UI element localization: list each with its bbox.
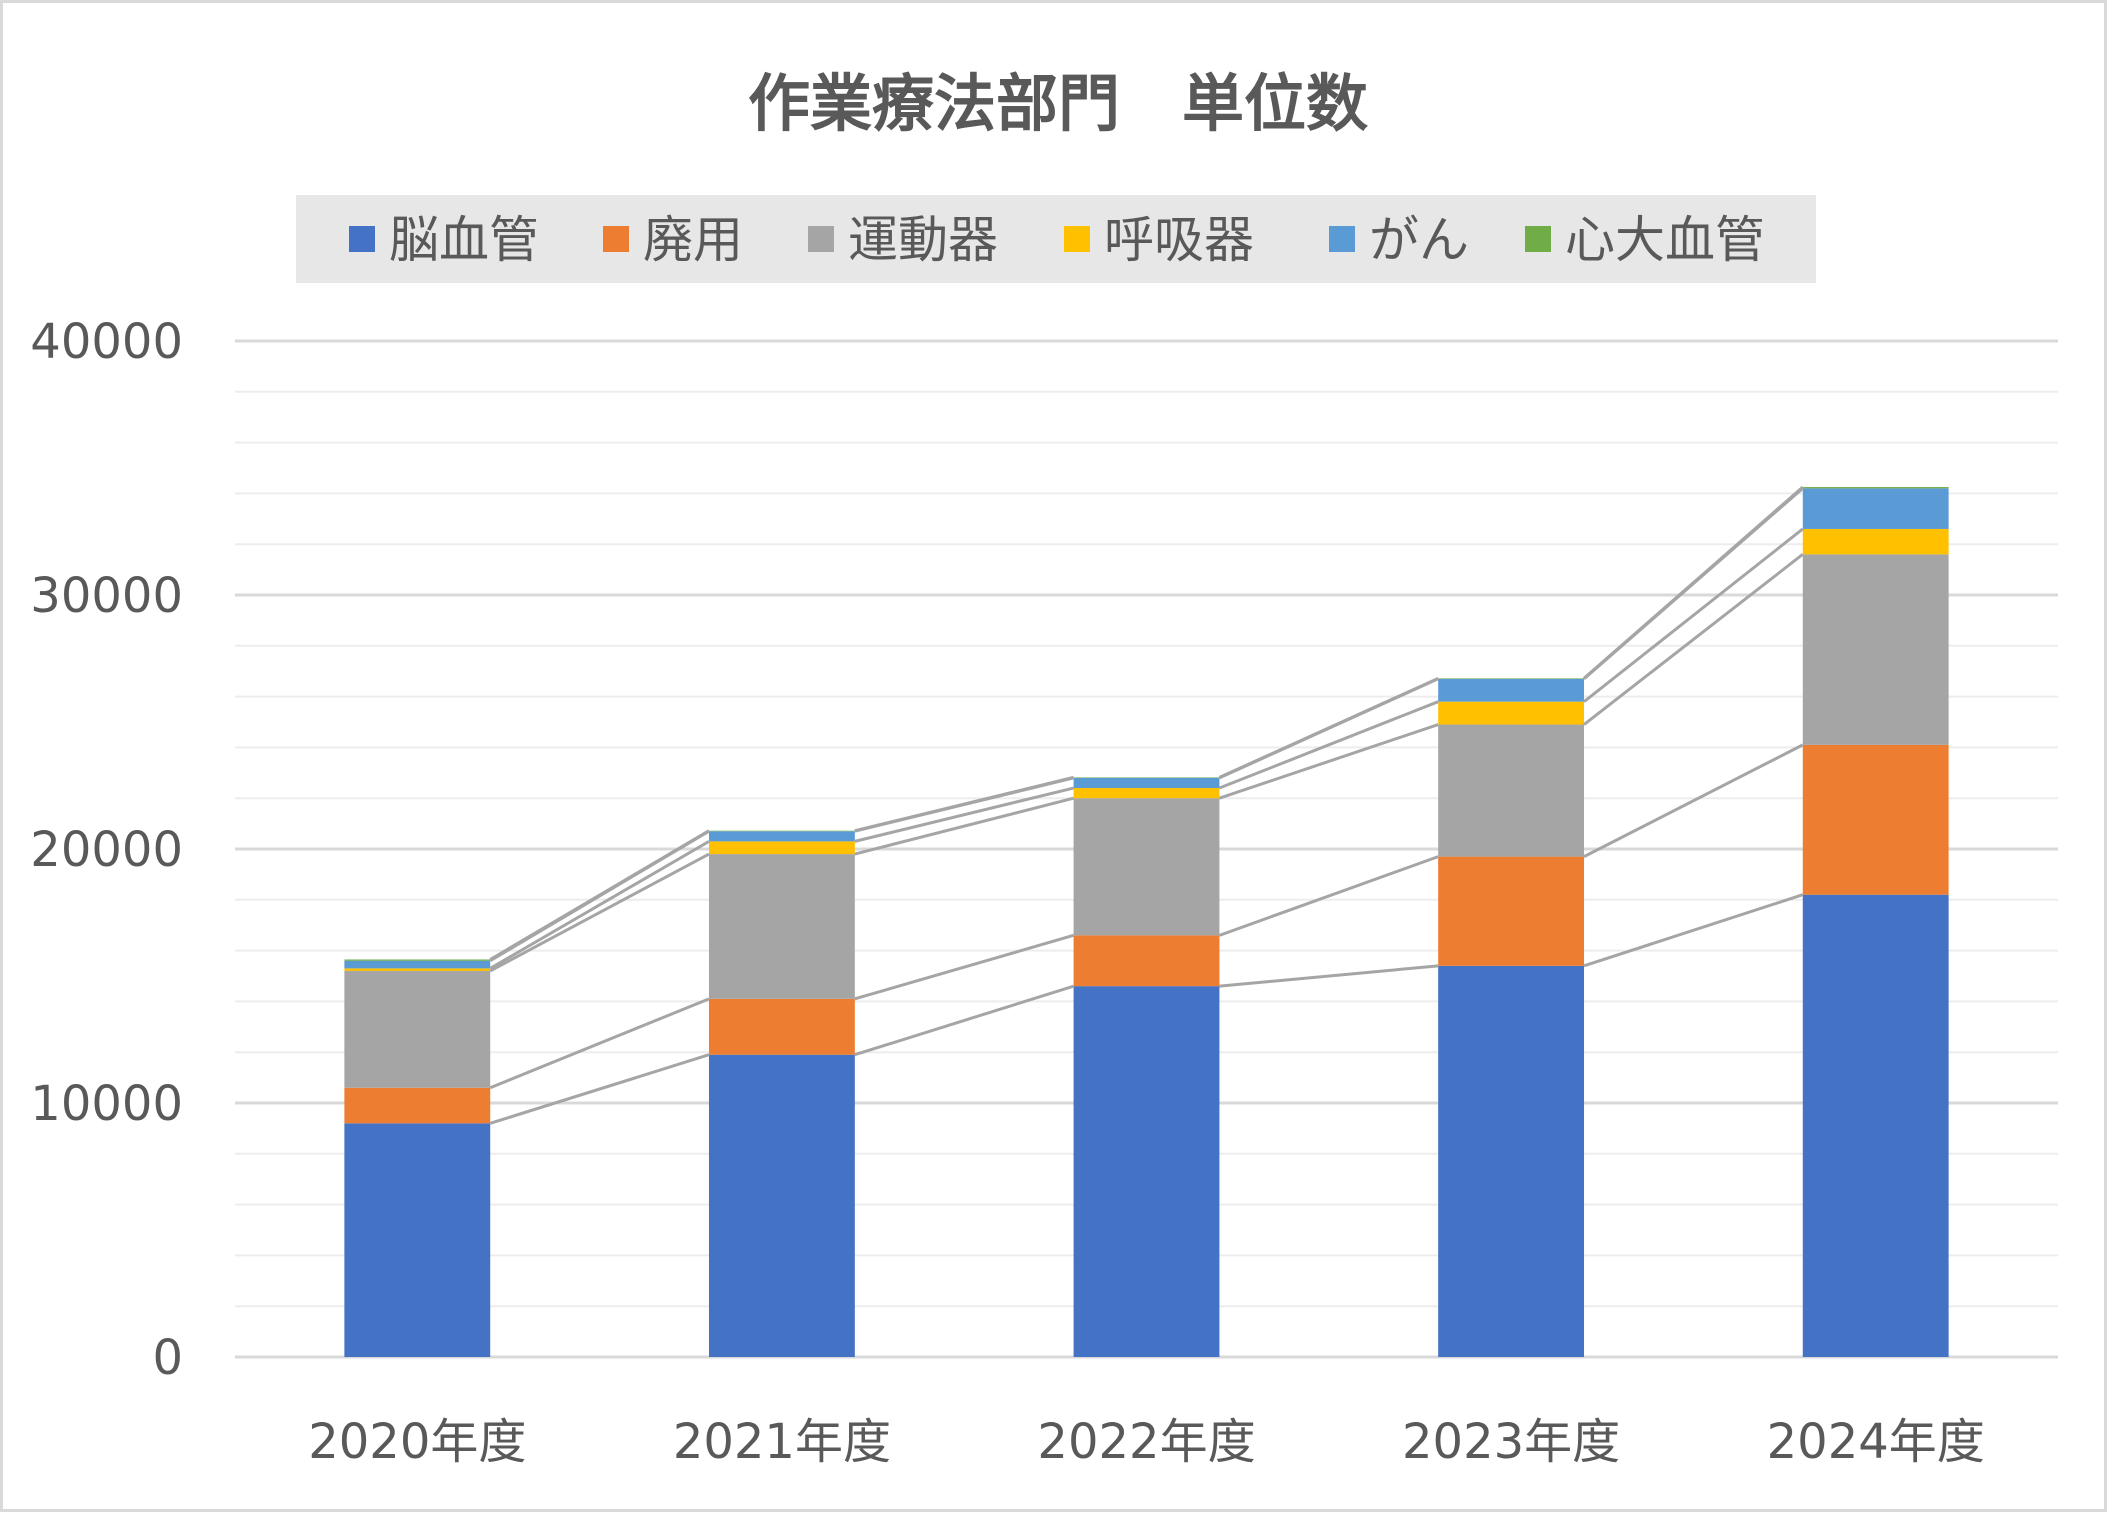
bar-segment: [1438, 701, 1585, 725]
series-line: [854, 796, 1074, 856]
series-line: [489, 1053, 710, 1125]
bar-segment: [1073, 777, 1220, 778]
x-tick-label: 2020年度: [308, 1414, 526, 1470]
chart-title: 作業療法部門 単位数: [748, 67, 1368, 140]
bar-segment: [1802, 528, 1949, 555]
bar-segment: [1802, 488, 1949, 529]
bar-segment: [1438, 678, 1585, 702]
x-tick-label: 2024年度: [1767, 1414, 1985, 1470]
series-line: [854, 984, 1075, 1057]
series-line: [1218, 723, 1439, 800]
bar-segment: [344, 968, 491, 971]
series-line: [854, 775, 1074, 833]
bar-segment: [1073, 935, 1220, 987]
bar-segment: [708, 841, 855, 855]
bar-segment: [1802, 487, 1949, 489]
series-line: [1583, 527, 1804, 703]
bar-segment: [1073, 798, 1220, 936]
bar-segment: [344, 960, 491, 969]
bar-segment: [344, 1087, 491, 1124]
bar-segment: [344, 1123, 491, 1357]
series-line: [489, 829, 710, 961]
series-line: [1218, 855, 1439, 937]
series-lines: [489, 485, 1804, 1125]
legend-label: 呼吸器: [1104, 211, 1254, 269]
legend-swatch: [349, 226, 375, 252]
legend-swatch: [1329, 226, 1355, 252]
series-line: [1218, 700, 1439, 790]
bar-segment: [1802, 894, 1949, 1357]
bar-segment: [1438, 724, 1585, 857]
legend-swatch: [1064, 226, 1090, 252]
bar-segment: [1438, 965, 1585, 1357]
series-line: [1583, 893, 1804, 968]
legend-label: 運動器: [848, 211, 998, 269]
x-tick-label: 2023年度: [1402, 1414, 1620, 1470]
y-tick-label: 30000: [30, 568, 183, 624]
legend: 脳血管 廃用 運動器 呼吸器 がん 心大血管: [296, 195, 1816, 283]
series-line: [854, 786, 1074, 843]
legend-swatch: [603, 226, 629, 252]
bar-segment: [1073, 777, 1220, 789]
legend-background: [296, 195, 1816, 283]
bar-segment: [1073, 986, 1220, 1357]
y-tick-label: 40000: [30, 314, 183, 370]
bar-segment: [708, 854, 855, 999]
y-tick-label: 0: [152, 1330, 183, 1386]
bar-segment: [708, 1054, 855, 1357]
legend-label: 脳血管: [389, 211, 539, 269]
legend-label: 廃用: [643, 211, 743, 269]
bar-segment: [1073, 788, 1220, 799]
series-line: [1219, 964, 1439, 988]
series-line: [1583, 553, 1804, 726]
series-line: [489, 840, 710, 970]
bar-segment: [1802, 554, 1949, 745]
y-axis: 0 10000 20000 30000 40000: [30, 314, 183, 1386]
bar-segment: [708, 998, 855, 1055]
bar-segment: [344, 970, 491, 1088]
legend-swatch: [808, 226, 834, 252]
bar-segment: [708, 831, 855, 842]
bar-segment: [1438, 678, 1585, 679]
legend-label: がん: [1369, 211, 1469, 269]
y-tick-label: 10000: [30, 1076, 183, 1132]
bars: [344, 487, 1949, 1357]
x-axis: 2020年度 2021年度 2022年度 2023年度 2024年度: [308, 1414, 1985, 1470]
x-tick-label: 2022年度: [1037, 1414, 1255, 1470]
series-line: [489, 997, 710, 1090]
series-line: [1583, 743, 1804, 858]
x-tick-label: 2021年度: [673, 1414, 891, 1470]
legend-swatch: [1525, 226, 1551, 252]
series-line: [1583, 485, 1804, 680]
bar-segment: [344, 959, 491, 961]
series-line: [1218, 676, 1439, 779]
bar-segment: [708, 830, 855, 832]
bar-segment: [1802, 744, 1949, 895]
series-line: [854, 933, 1074, 1001]
bar-segment: [1438, 856, 1585, 966]
y-tick-label: 20000: [30, 822, 183, 878]
legend-label: 心大血管: [1565, 211, 1765, 269]
series-line: [489, 852, 710, 973]
